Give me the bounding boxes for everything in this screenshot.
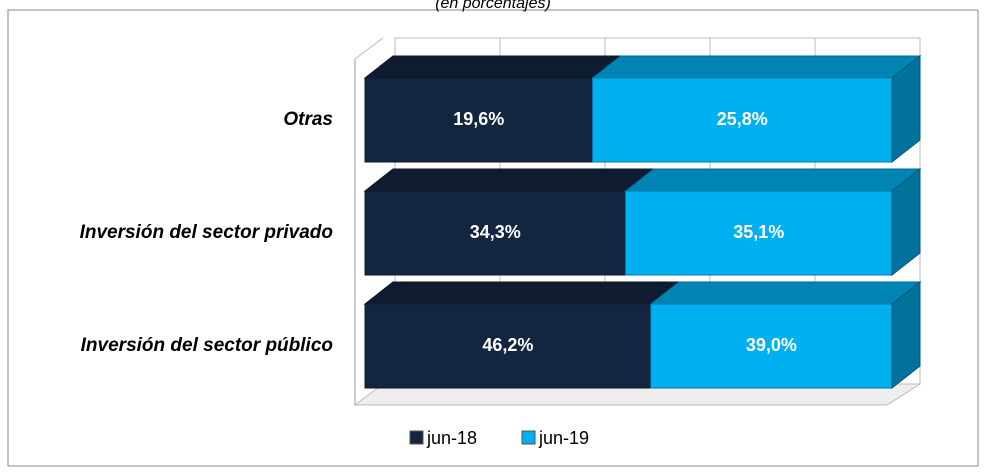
value-label: 35,1% <box>733 222 784 242</box>
chart-subtitle: (en porcentajes) <box>435 0 551 12</box>
bar <box>364 77 594 163</box>
bar-top <box>363 55 622 79</box>
bar-side <box>891 54 921 164</box>
legend-swatch <box>521 430 536 445</box>
category-label: Inversión del sector público <box>81 335 333 356</box>
legend-label: jun-19 <box>538 428 589 448</box>
bar-side <box>891 280 921 390</box>
bar-top <box>591 55 922 79</box>
value-label: 25,8% <box>717 109 768 129</box>
bar <box>650 303 893 389</box>
bar-top <box>363 168 655 192</box>
value-label: 19,6% <box>453 109 504 129</box>
category-label: Inversión del sector privado <box>80 222 333 243</box>
value-label: 46,2% <box>482 335 533 355</box>
bar <box>592 77 893 163</box>
value-label: 34,3% <box>470 222 521 242</box>
bar <box>364 303 652 389</box>
legend-label: jun-18 <box>426 428 477 448</box>
value-label: 39,0% <box>746 335 797 355</box>
bar <box>364 190 626 276</box>
category-label: Otras <box>283 109 333 130</box>
bar <box>624 190 893 276</box>
bar-top <box>363 281 681 305</box>
bar-top <box>649 281 922 305</box>
bar-top <box>624 168 922 192</box>
legend-swatch <box>409 430 424 445</box>
bar-side <box>891 167 921 277</box>
